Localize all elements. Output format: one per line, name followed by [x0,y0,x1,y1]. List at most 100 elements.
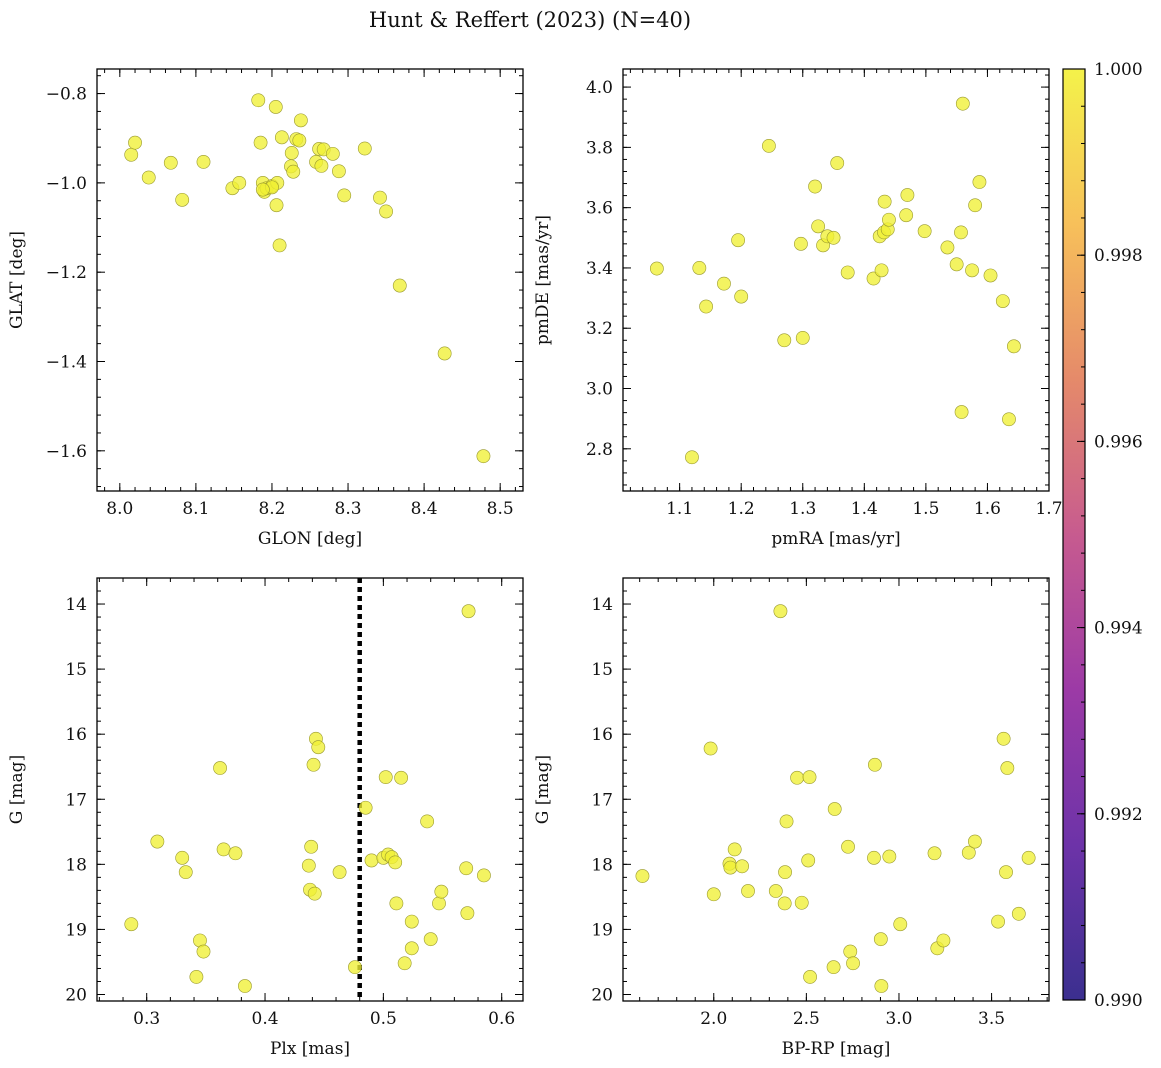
colorbar-tick-label: 1.000 [1094,60,1143,80]
data-point [476,449,491,464]
data-point [692,261,707,275]
x-tick-label: 0.6 [488,1009,515,1029]
x-tick-label: 8.0 [106,499,133,519]
data-point [954,405,969,419]
data-point [364,853,379,868]
x-tick-label: 8.4 [411,499,438,519]
data-point [867,757,882,772]
data-point [269,198,284,213]
y-axis-label: G [mag] [7,755,27,824]
data-point [803,970,817,984]
x-tick-label: 1.3 [789,499,816,519]
data-point [917,224,932,239]
y-tick-label: −1.4 [46,352,87,372]
data-point [717,276,731,291]
data-point [826,230,841,245]
data-point [1007,339,1021,354]
colorbar-tick-label: 0.992 [1094,805,1143,825]
y-tick-label: 19 [591,920,613,940]
data-point [216,842,231,857]
data-point [811,219,826,234]
data-point [358,800,373,815]
y-axis-label: G [mag] [533,755,553,824]
data-point [996,731,1011,746]
y-tick-label: 3.2 [586,319,613,339]
data-point [699,299,714,314]
data-point [778,865,792,880]
x-tick-label: 0.4 [252,1009,279,1029]
axes-frame [96,577,524,1002]
x-tick-label: 8.3 [335,499,362,519]
colorbar: 0.990 0.992 0.994 0.996 0.998 1.000 [1062,60,1143,1011]
x-tick-label: 8.5 [487,499,514,519]
data-point [175,850,190,865]
data-point [955,96,970,111]
data-point [314,159,329,173]
data-point [228,846,243,861]
panel-bprp-g: 2.0 2.5 3.0 3.5 14 15 16 17 18 19 20 BP-RP [mag] G [… [533,577,1050,1059]
data-point [846,956,860,971]
data-point [801,853,816,868]
data-point [196,154,211,169]
y-tick-label: 17 [591,790,613,810]
data-point [972,175,987,189]
x-tick-label: 1.7 [1035,499,1062,519]
data-point [954,225,968,240]
chart-title: Hunt & Reffert (2023) (N=40) [369,8,691,32]
data-point [802,770,817,785]
x-tick-label: 3.0 [885,1009,912,1029]
x-tick-label: 1.5 [912,499,939,519]
data-point [795,330,810,345]
data-point [434,884,449,899]
y-tick-label: 20 [591,985,613,1005]
data-point [389,896,404,911]
data-point [286,164,301,179]
y-tick-label: −1.0 [46,174,87,194]
data-point [741,884,755,898]
x-tick-label: 0.5 [370,1009,397,1029]
data-point [983,268,998,283]
data-point [635,869,650,883]
x-tick-label: 1.4 [851,499,878,519]
data-point [373,190,387,205]
data-point [311,740,326,755]
data-point [827,802,842,816]
data-point [124,917,139,932]
x-tick-label: 0.3 [133,1009,160,1029]
data-point [961,845,976,860]
data-point [826,960,841,975]
x-axis-label: BP-RP [mag] [782,1039,891,1059]
colorbar-tick-label: 0.998 [1094,246,1143,266]
x-tick-label: 8.2 [258,499,285,519]
data-point [293,113,308,128]
data-point [175,192,190,207]
data-point [768,884,783,898]
data-point [843,944,858,959]
data-point [304,839,319,854]
data-point [397,956,412,971]
y-tick-label: 18 [591,855,613,875]
x-axis-label: pmRA [mas/yr] [771,529,900,549]
data-point [163,155,178,170]
data-point [272,238,287,253]
y-tick-label: 3.4 [586,259,613,279]
data-point [874,263,889,278]
data-point [404,941,419,956]
data-point [706,887,721,902]
data-point [274,130,289,145]
data-point [357,141,372,156]
data-point [649,261,664,276]
x-axis-label: Plx [mas] [270,1039,350,1059]
data-point [877,194,892,209]
data-point [808,179,822,194]
y-tick-label: −1.6 [46,442,87,462]
data-point [332,164,346,179]
y-tick-label: 18 [65,855,87,875]
data-point [968,198,983,213]
data-point [332,865,347,880]
axes-frame [96,68,524,492]
data-point [232,175,247,190]
data-point [437,346,452,361]
y-tick-label: −0.8 [46,85,87,105]
